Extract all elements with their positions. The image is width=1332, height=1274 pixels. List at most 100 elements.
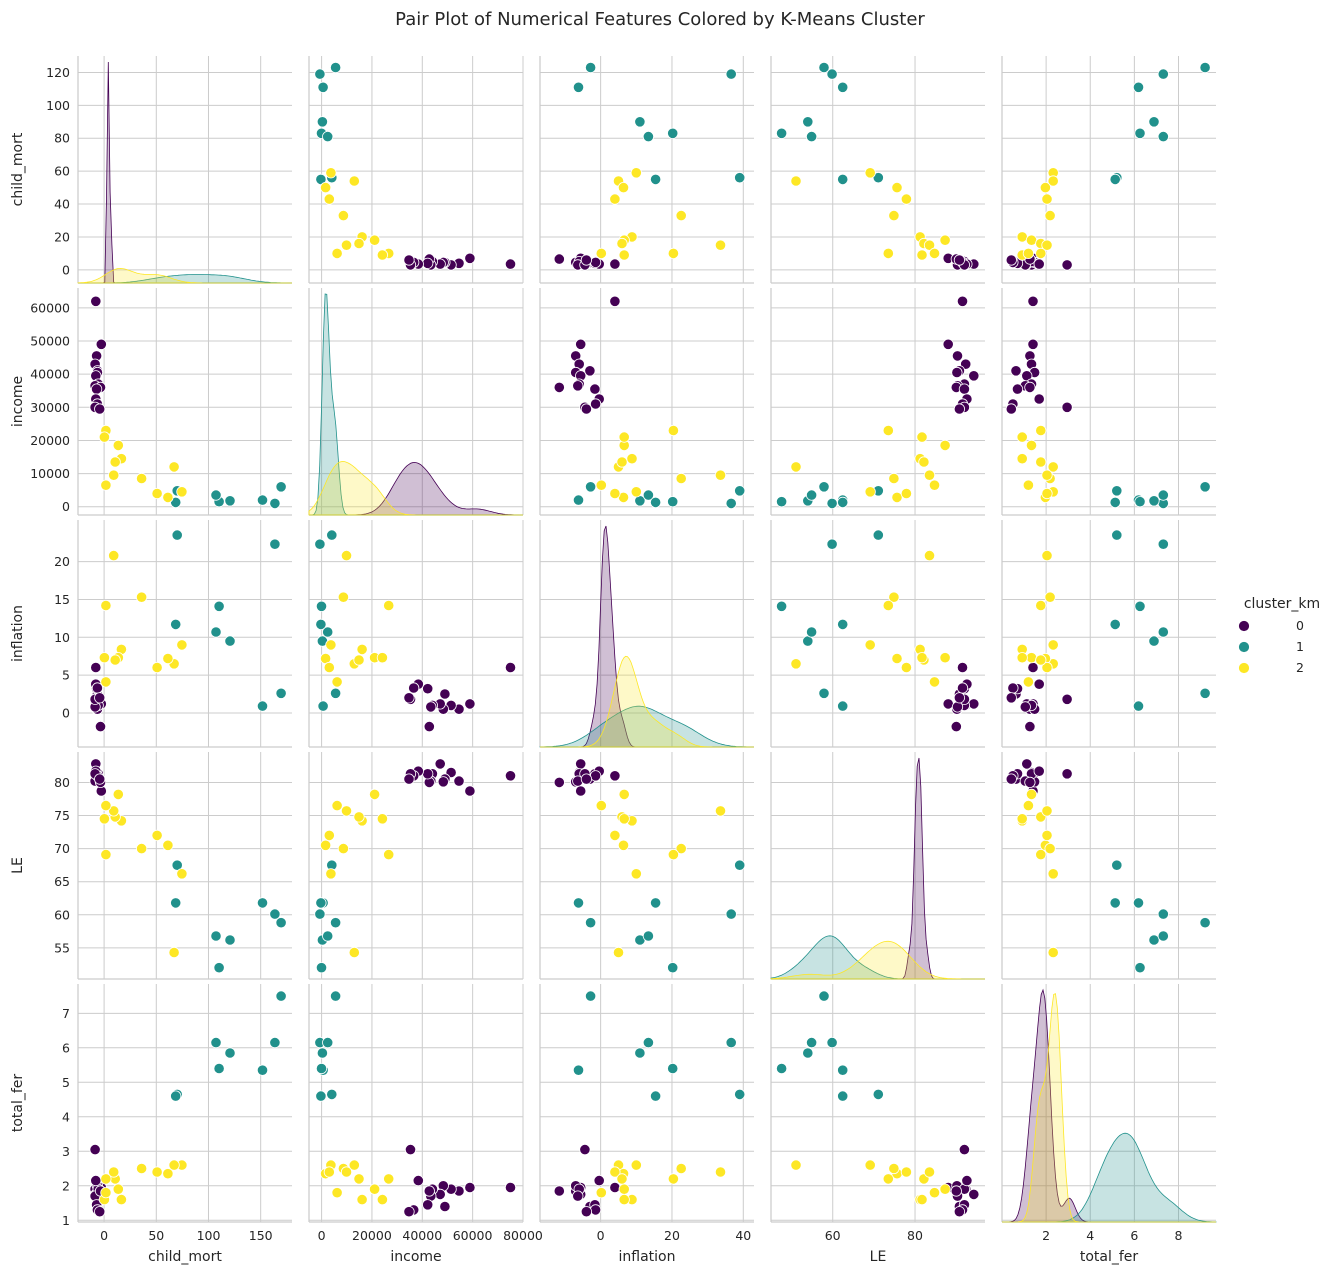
ytick-LE: 60: [54, 907, 70, 922]
point-inflation-vs-income-c1-5: [322, 626, 334, 638]
point-child_mort-vs-LE-c2-0: [864, 167, 876, 179]
point-inflation-vs-LE-c1-2: [837, 700, 849, 712]
point-LE-vs-income-c2-7: [353, 811, 365, 823]
point-income-vs-inflation-c2-11: [595, 479, 607, 491]
point-total_fer-vs-inflation-c1-5: [642, 1037, 655, 1049]
point-LE-vs-income-c0-14: [403, 773, 415, 785]
point-LE-vs-total_fer-c1-5: [1157, 930, 1169, 942]
point-total_fer-vs-child_mort-c1-0: [275, 990, 287, 1002]
point-income-vs-child_mort-c2-11: [100, 479, 112, 491]
point-inflation-vs-total_fer-c0-12: [1007, 682, 1019, 694]
point-child_mort-vs-income-c2-7: [353, 237, 365, 250]
ylabel-income: income: [10, 376, 26, 427]
point-LE-vs-inflation-c2-4: [675, 842, 687, 855]
point-child_mort-vs-income-c2-6: [368, 234, 381, 246]
ytick-LE: 65: [54, 874, 70, 889]
point-LE-vs-income-c2-10: [376, 813, 388, 825]
legend-marker-2: [1238, 662, 1250, 674]
point-inflation-vs-total_fer-c0-11: [1033, 678, 1045, 690]
kde-child_mort-cluster-0: [78, 61, 292, 284]
point-total_fer-vs-inflation-c1-4: [667, 1062, 679, 1075]
point-child_mort-vs-inflation-c1-6: [734, 172, 746, 184]
point-inflation-vs-total_fer-c1-3: [1148, 635, 1160, 647]
point-LE-vs-child_mort-c1-4: [213, 962, 225, 974]
point-inflation-vs-total_fer-c1-1: [1157, 538, 1169, 550]
point-total_fer-vs-inflation-c2-9: [667, 1173, 680, 1185]
legend-item-0: 0: [1238, 618, 1304, 633]
point-income-vs-total_fer-c1-4: [1134, 496, 1146, 508]
point-LE-vs-total_fer-c2-9: [1035, 848, 1047, 861]
ytick-income: 10000: [30, 466, 70, 481]
point-income-vs-total_fer-c1-0: [1199, 481, 1211, 493]
point-LE-vs-child_mort-c2-11: [100, 799, 112, 812]
point-child_mort-vs-inflation-c2-7: [616, 237, 628, 250]
point-inflation-vs-child_mort-c1-6: [171, 529, 183, 541]
point-income-vs-child_mort-c2-7: [109, 456, 121, 468]
point-income-vs-total_fer-c0-1: [1027, 338, 1039, 350]
ytick-income: 50000: [30, 334, 70, 349]
point-income-vs-inflation-c2-5: [626, 453, 638, 465]
point-child_mort-vs-total_fer-c2-2: [1039, 182, 1052, 194]
xtick-LE: 60: [825, 1228, 841, 1243]
point-LE-vs-total_fer-c0-6: [1021, 758, 1033, 770]
point-child_mort-vs-LE-c1-5: [805, 131, 818, 143]
point-total_fer-vs-child_mort-c2-2: [162, 1168, 174, 1180]
point-LE-vs-child_mort-c2-3: [151, 829, 163, 842]
point-child_mort-vs-LE-c2-11: [928, 247, 941, 259]
point-income-vs-LE-c2-3: [900, 487, 913, 500]
point-inflation-vs-income-c0-10: [422, 683, 434, 695]
point-LE-vs-income-c1-0: [329, 917, 342, 929]
point-child_mort-vs-LE-c2-6: [939, 234, 951, 246]
point-LE-vs-child_mort-c1-2: [256, 897, 269, 909]
point-total_fer-vs-income-c2-10: [376, 1194, 388, 1206]
point-inflation-vs-child_mort-c2-2: [162, 652, 174, 665]
point-LE-vs-inflation-c1-1: [725, 908, 737, 920]
point-LE-vs-child_mort-c2-8: [108, 805, 120, 817]
point-LE-vs-inflation-c0-1: [575, 785, 587, 797]
xtick-income: 40000: [402, 1228, 442, 1243]
xtick-LE: 80: [907, 1228, 923, 1243]
point-inflation-vs-income-c0-1: [464, 698, 476, 710]
point-inflation-vs-LE-c0-0: [956, 661, 969, 674]
point-child_mort-vs-LE-c0-14: [953, 254, 966, 266]
point-income-vs-inflation-c0-10: [589, 383, 601, 395]
point-LE-vs-inflation-c1-2: [572, 897, 585, 909]
xtick-total_fer: 2: [1042, 1228, 1050, 1243]
point-income-vs-total_fer-c1-3: [1148, 495, 1160, 507]
point-LE-vs-inflation-c1-7: [649, 897, 662, 909]
point-inflation-vs-income-c2-5: [356, 643, 368, 656]
point-LE-vs-income-c1-5: [322, 930, 334, 942]
point-income-vs-total_fer-c2-7: [1035, 456, 1047, 468]
point-total_fer-vs-child_mort-c0-14: [94, 1206, 106, 1218]
point-total_fer-vs-income-c0-1: [464, 1181, 476, 1194]
point-child_mort-vs-total_fer-c0-13: [1061, 259, 1073, 271]
point-inflation-vs-income-c2-0: [325, 639, 337, 651]
ytick-income: 0: [62, 499, 70, 514]
ytick-income: 30000: [30, 400, 70, 415]
point-total_fer-vs-LE-c2-6: [939, 1183, 951, 1195]
point-total_fer-vs-inflation-c1-7: [649, 1090, 662, 1102]
point-child_mort-vs-income-c0-1: [464, 252, 476, 264]
point-LE-vs-total_fer-c1-6: [1111, 859, 1123, 871]
point-total_fer-vs-child_mort-c1-3: [224, 1047, 236, 1059]
point-child_mort-vs-inflation-c1-7: [649, 173, 662, 185]
point-total_fer-vs-LE-c1-2: [837, 1064, 849, 1076]
point-inflation-vs-total_fer-c2-0: [1047, 639, 1059, 651]
point-child_mort-vs-inflation-c2-8: [714, 239, 727, 251]
point-income-vs-inflation-c2-0: [630, 486, 642, 498]
point-total_fer-vs-income-c0-0: [504, 1181, 517, 1194]
point-child_mort-vs-LE-c1-2: [837, 81, 849, 93]
point-child_mort-vs-income-c2-8: [340, 239, 353, 251]
point-LE-vs-child_mort-c0-14: [94, 773, 106, 785]
ytick-inflation: 0: [62, 706, 70, 721]
point-child_mort-vs-income-c2-2: [319, 182, 332, 194]
ytick-child_mort: 100: [46, 98, 70, 113]
point-income-vs-inflation-c1-1: [725, 497, 737, 509]
point-income-vs-LE-c2-4: [888, 472, 900, 485]
point-total_fer-vs-income-c1-5: [322, 1037, 334, 1049]
point-child_mort-vs-inflation-c2-9: [667, 247, 680, 259]
point-LE-vs-income-c2-11: [331, 799, 343, 812]
point-total_fer-vs-income-c0-13: [404, 1144, 417, 1156]
point-LE-vs-income-c2-0: [325, 868, 337, 880]
point-inflation-vs-income-c0-4: [439, 688, 451, 700]
